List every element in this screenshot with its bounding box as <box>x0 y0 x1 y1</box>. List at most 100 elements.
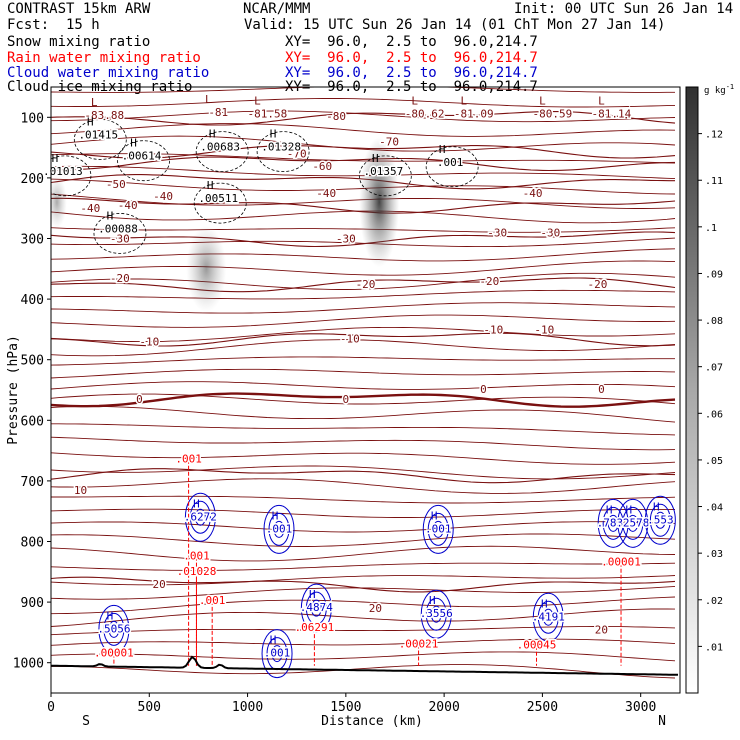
ice-max-marker: H <box>209 128 216 141</box>
ice-max-label: .00683 <box>200 141 240 154</box>
cloud-water-contour <box>537 600 559 634</box>
source-label: NCAR/MMM <box>243 1 311 17</box>
colorbar-gradient <box>685 86 699 694</box>
y-tick-label: 400 <box>21 293 44 308</box>
cloud-water-contour <box>300 583 332 633</box>
isentrope-line <box>51 575 676 586</box>
isentrope-line <box>51 98 676 108</box>
ice-contour <box>51 155 92 197</box>
isentrope-line <box>51 545 676 562</box>
isentrope-line <box>51 423 676 436</box>
y-tick-label: 200 <box>21 172 44 187</box>
isentrope-line <box>51 260 676 276</box>
cloud-max-marker: H <box>626 503 633 516</box>
y-tick-label: 100 <box>21 111 44 126</box>
ice-contour <box>256 131 310 173</box>
low-value-label: -81 <box>208 106 228 119</box>
colorbar: .01 .02 .03 .04 .05 .06 .07 .08 .09 .1 .11 .12 g kg-… <box>685 83 734 694</box>
cloud-water-contour <box>108 620 120 638</box>
cloud-max-marker: H <box>309 588 316 601</box>
xy-cloud-water: XY= 96.0, 2.5 to 96.0,214.7 <box>285 65 538 81</box>
isentrope-line <box>51 596 676 615</box>
isotherm-line <box>51 145 676 159</box>
isotherm-label: -40 <box>523 187 543 200</box>
cloud-max-label: .001 <box>425 522 452 535</box>
cloud-water-contour <box>430 605 442 623</box>
ice-contour <box>93 213 147 254</box>
colorbar-tick-label: .03 <box>705 549 723 560</box>
ice-max-marker: H <box>107 209 114 222</box>
isotherm-label: -20 <box>356 278 376 291</box>
isentrope-line <box>51 123 676 137</box>
rain-max-label: .001 <box>199 594 226 607</box>
isotherm-label: -40 <box>80 202 100 215</box>
terrain-line <box>51 655 679 676</box>
isotherm-label: -10 <box>340 332 360 345</box>
isotherm-line <box>51 277 676 293</box>
cloud-water-contour <box>305 591 327 625</box>
cloud-water-contour <box>542 608 554 626</box>
ice-max-marker: H <box>207 179 214 192</box>
cloud-water-contour <box>649 503 671 537</box>
isentrope-line <box>51 135 676 152</box>
colorbar-tick-label: .09 <box>705 269 723 280</box>
ice-max-label: .00614 <box>122 150 162 163</box>
field-cloud-water: Cloud water mixing ratio <box>7 65 210 81</box>
cloud-water-contour <box>427 512 449 546</box>
isentrope-line <box>51 272 676 290</box>
isotherm-label: -80 <box>326 110 346 123</box>
colorbar-tick-label: .01 <box>705 642 723 653</box>
rain-max-label: .01028 <box>177 565 217 578</box>
cloud-water-contour <box>268 512 290 546</box>
isotherm-label: -70 <box>287 148 307 161</box>
isotherm-label: 10 <box>74 484 87 497</box>
isentrope-line <box>51 153 676 164</box>
low-value-label: -83.88 <box>84 109 124 122</box>
isotherm-line <box>51 156 676 172</box>
ice-max-label: .01013 <box>43 165 83 178</box>
snow-shading <box>51 176 67 229</box>
isotherm-label: -10 <box>139 336 159 349</box>
isotherm-label: 0 <box>480 383 487 396</box>
colorbar-unit: g kg-1 <box>704 83 734 96</box>
ice-contour <box>195 131 249 173</box>
x-tick-label: 1000 <box>232 700 263 715</box>
xy-snow: XY= 96.0, 2.5 to 96.0,214.7 <box>285 34 538 50</box>
cloud-max-label: .3556 <box>420 607 453 620</box>
isotherm-label: 0 <box>598 383 605 396</box>
cloud-max-label: .5056 <box>97 622 130 635</box>
isentrope-line <box>51 626 676 636</box>
isotherm-label: -20 <box>110 272 130 285</box>
forecast-hour: 15 h <box>66 17 100 33</box>
colorbar-tick-label: .1 <box>705 223 717 234</box>
init-time: Init: 00 UTC Sun 26 Jan 14 <box>514 1 734 17</box>
colorbar-tick-label: .06 <box>705 409 723 420</box>
rain-max-label: .06291 <box>295 621 335 634</box>
low-marker: L <box>460 94 467 107</box>
cloud-water-contour <box>194 508 206 526</box>
y-tick-label: 800 <box>21 536 44 551</box>
isentrope-line <box>51 638 676 646</box>
cloud-water-contour <box>98 604 130 654</box>
isentrope-line <box>51 562 676 571</box>
south-label: S <box>82 714 90 729</box>
cloud-water-contour <box>103 612 125 646</box>
cloud-water-contour <box>184 492 216 542</box>
y-axis-label: Pressure (hPa) <box>6 335 21 445</box>
cloud-water-contour <box>420 589 452 639</box>
low-value-label: -80.59 <box>533 107 573 120</box>
cloud-max-marker: H <box>431 509 438 522</box>
cloud-max-marker: H <box>272 509 279 522</box>
cloud-max-label: .4874 <box>300 601 333 614</box>
isotherm-label: -30 <box>110 233 130 246</box>
isentrope-line <box>51 87 675 93</box>
model-title: CONTRAST 15km ARW <box>7 1 151 17</box>
low-marker: L <box>254 94 261 107</box>
isentrope-line <box>51 356 675 366</box>
colorbar-tick-label: .11 <box>705 176 723 187</box>
isentrope-line <box>51 452 676 465</box>
low-marker: L <box>598 94 605 107</box>
x-tick-label: 500 <box>138 700 161 715</box>
cloud-max-marker: H <box>653 500 660 513</box>
